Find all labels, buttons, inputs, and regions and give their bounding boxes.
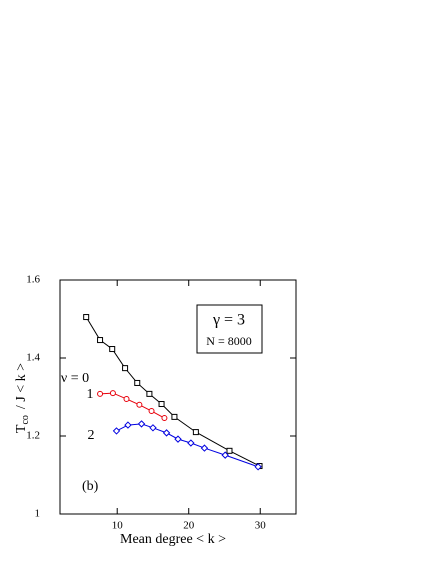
panel-label: (b) — [82, 479, 99, 494]
data-point — [112, 427, 121, 435]
data-point — [187, 439, 195, 447]
data-point — [221, 451, 229, 459]
gamma-label: γ = 3 — [212, 312, 245, 329]
data-point — [109, 390, 116, 397]
y-label-sub: co — [20, 415, 31, 424]
data-point — [97, 390, 104, 397]
data-point — [97, 337, 104, 344]
y-tick-label: 1.4 — [26, 352, 40, 364]
size-label: N = 8000 — [206, 334, 251, 348]
x-tick-label: 10 — [112, 520, 124, 532]
data-point — [171, 413, 178, 420]
data-point — [254, 463, 262, 471]
plot-frame — [59, 279, 297, 515]
series-line — [100, 392, 165, 419]
data-point — [162, 429, 171, 437]
x-tick-label: 30 — [255, 520, 267, 532]
data-point — [124, 421, 132, 429]
data-point — [122, 365, 129, 372]
data-point — [134, 379, 141, 386]
data-point — [158, 401, 165, 408]
y-label-main: T — [14, 424, 29, 433]
data-point — [83, 314, 90, 321]
data-point — [161, 415, 168, 422]
data-point — [109, 346, 116, 353]
series-label: 2 — [88, 428, 95, 443]
data-point — [200, 444, 209, 452]
data-point — [149, 424, 157, 432]
data-point — [226, 447, 233, 454]
data-point — [146, 390, 153, 397]
y-label-rest: / J < k > — [14, 363, 29, 409]
y-tick-label: 1 — [35, 508, 41, 520]
data-point — [137, 420, 146, 428]
series-line — [116, 423, 259, 468]
y-tick-label: 1.2 — [26, 430, 40, 442]
y-axis-label: Tco / J < k > — [14, 363, 31, 433]
series-label: 1 — [87, 387, 94, 402]
data-point — [174, 435, 182, 443]
x-tick-label: 20 — [183, 520, 195, 532]
y-tick-label: 1.6 — [26, 274, 40, 286]
series-label: ν = 0 — [61, 371, 89, 386]
legend-box — [196, 304, 263, 354]
data-point — [192, 429, 199, 436]
data-point — [148, 408, 155, 415]
data-point — [123, 395, 130, 402]
x-axis-label: Mean degree < k > — [120, 532, 226, 547]
data-point — [136, 401, 143, 408]
